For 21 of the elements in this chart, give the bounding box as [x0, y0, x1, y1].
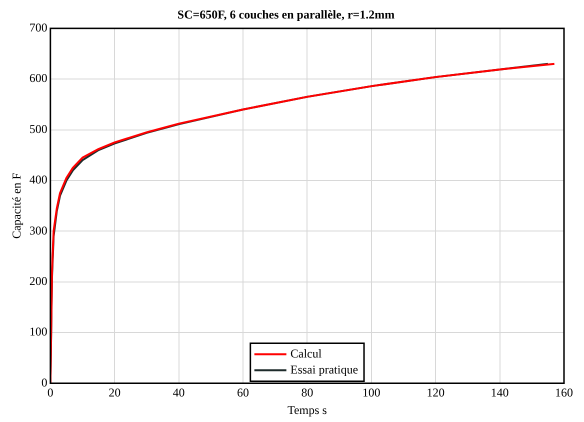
x-tick-label: 20 — [108, 386, 121, 400]
y-tick-label: 500 — [29, 122, 48, 136]
y-tick-label: 300 — [29, 223, 48, 238]
x-tick-label: 40 — [172, 386, 185, 400]
x-tick-label: 160 — [555, 386, 573, 400]
y-tick-label: 200 — [29, 274, 48, 288]
x-tick-label: 60 — [237, 386, 249, 400]
chart-title: SC=650F, 6 couches en parallèle, r=1.2mm — [177, 7, 395, 22]
y-tick-label: 100 — [29, 324, 48, 339]
x-tick-label: 80 — [301, 386, 314, 400]
x-tick-label: 100 — [362, 386, 380, 400]
y-tick-label: 400 — [29, 172, 48, 187]
x-tick-label: 140 — [490, 386, 509, 400]
x-tick-label: 120 — [426, 386, 445, 400]
y-axis-title: Capacité en F — [9, 172, 24, 239]
legend-label: Calcul — [290, 346, 322, 360]
y-tick-label: 700 — [29, 20, 48, 35]
y-tick-label: 600 — [29, 71, 48, 86]
legend-label: Essai pratique — [290, 362, 358, 376]
y-tick-label: 0 — [41, 375, 48, 390]
x-axis-title: Temps s — [287, 402, 328, 417]
